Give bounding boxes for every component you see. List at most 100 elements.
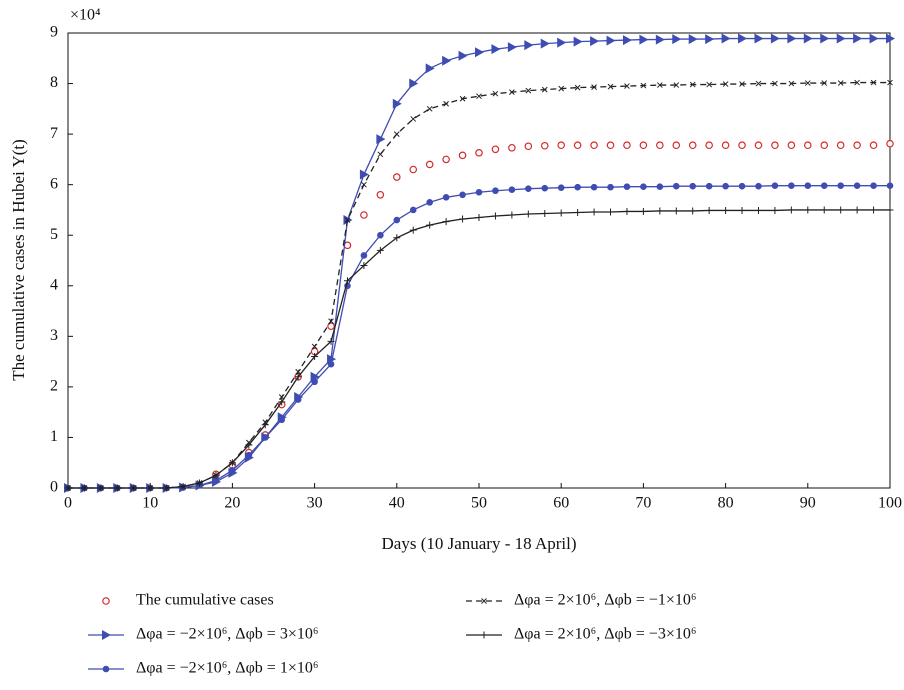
x-tick-label: 40: [389, 495, 405, 512]
marker: [590, 141, 598, 150]
marker: [722, 206, 730, 214]
marker: [706, 81, 713, 88]
marker: [639, 141, 648, 150]
marker: [590, 208, 598, 216]
marker: [886, 206, 894, 214]
marker: [639, 34, 649, 45]
marker: [853, 33, 863, 44]
marker: [772, 80, 778, 87]
marker: [853, 182, 861, 189]
marker: [820, 206, 828, 214]
marker: [442, 194, 450, 201]
marker: [524, 40, 534, 51]
marker: [738, 141, 746, 150]
marker: [393, 131, 400, 137]
marker: [377, 151, 384, 158]
y-multiplier: ×10⁴: [70, 7, 101, 24]
marker: [491, 145, 500, 154]
marker: [196, 479, 204, 487]
marker: [591, 84, 597, 90]
marker: [607, 208, 615, 216]
marker: [624, 83, 630, 89]
marker: [360, 262, 368, 270]
legend-item: Δφa = −2×10⁶, Δφb = 3×10⁶: [88, 626, 318, 643]
marker: [590, 36, 600, 47]
marker: [458, 50, 468, 61]
marker: [508, 186, 516, 194]
marker: [525, 185, 532, 193]
marker: [655, 34, 665, 45]
marker: [492, 187, 499, 195]
marker: [656, 141, 664, 150]
y-tick-label: 7: [50, 125, 58, 142]
marker: [229, 467, 236, 474]
marker: [771, 206, 779, 214]
marker: [656, 207, 664, 215]
marker: [803, 33, 813, 44]
marker: [392, 98, 402, 109]
marker: [540, 141, 549, 150]
marker: [409, 165, 418, 174]
marker: [705, 34, 715, 45]
marker: [558, 85, 565, 92]
marker: [853, 206, 861, 214]
legend-item: Δφa = 2×10⁶, Δφb = −1×10⁶: [466, 592, 696, 609]
marker: [673, 82, 680, 88]
y-tick-label: 0: [50, 479, 58, 496]
marker: [80, 484, 88, 492]
marker: [640, 183, 647, 190]
legend-label: Δφa = −2×10⁶, Δφb = 1×10⁶: [136, 660, 318, 677]
marker: [755, 182, 762, 190]
marker: [507, 42, 517, 53]
marker: [721, 141, 730, 150]
y-axis-label: The cumulative cases in Hubei Y(t): [9, 139, 28, 381]
marker: [508, 143, 516, 152]
marker: [409, 206, 417, 214]
marker: [409, 226, 417, 234]
marker: [228, 459, 236, 467]
series: [64, 182, 894, 492]
marker: [102, 630, 111, 640]
marker: [820, 33, 830, 44]
marker: [870, 206, 878, 214]
marker: [672, 34, 682, 45]
marker: [541, 209, 549, 217]
marker: [837, 206, 845, 214]
marker: [739, 81, 745, 87]
marker: [458, 151, 467, 160]
marker: [869, 141, 878, 150]
marker: [804, 182, 812, 189]
marker: [261, 421, 269, 429]
series: [212, 139, 894, 479]
marker: [754, 141, 763, 150]
marker: [360, 252, 368, 259]
marker: [475, 149, 483, 157]
marker: [491, 44, 501, 55]
x-tick-label: 0: [64, 495, 72, 512]
marker: [754, 206, 762, 214]
marker: [590, 183, 598, 191]
marker: [426, 199, 433, 206]
marker: [525, 87, 532, 94]
marker: [738, 206, 746, 214]
marker: [788, 80, 795, 87]
y-tick-label: 5: [50, 226, 58, 243]
legend-label: The cumulative cases: [136, 592, 274, 609]
marker: [573, 36, 583, 47]
marker: [787, 141, 796, 150]
marker: [480, 631, 488, 639]
marker: [392, 173, 401, 181]
marker: [509, 89, 515, 96]
marker: [887, 79, 893, 86]
marker: [721, 33, 731, 44]
marker: [688, 141, 697, 150]
marker: [837, 182, 844, 189]
x-tick-label: 70: [635, 495, 651, 512]
series-line: [68, 209, 890, 489]
marker: [770, 33, 780, 44]
marker: [245, 451, 253, 459]
marker: [836, 141, 845, 150]
y-tick-label: 6: [50, 175, 58, 192]
marker: [869, 33, 879, 44]
marker: [853, 141, 861, 150]
